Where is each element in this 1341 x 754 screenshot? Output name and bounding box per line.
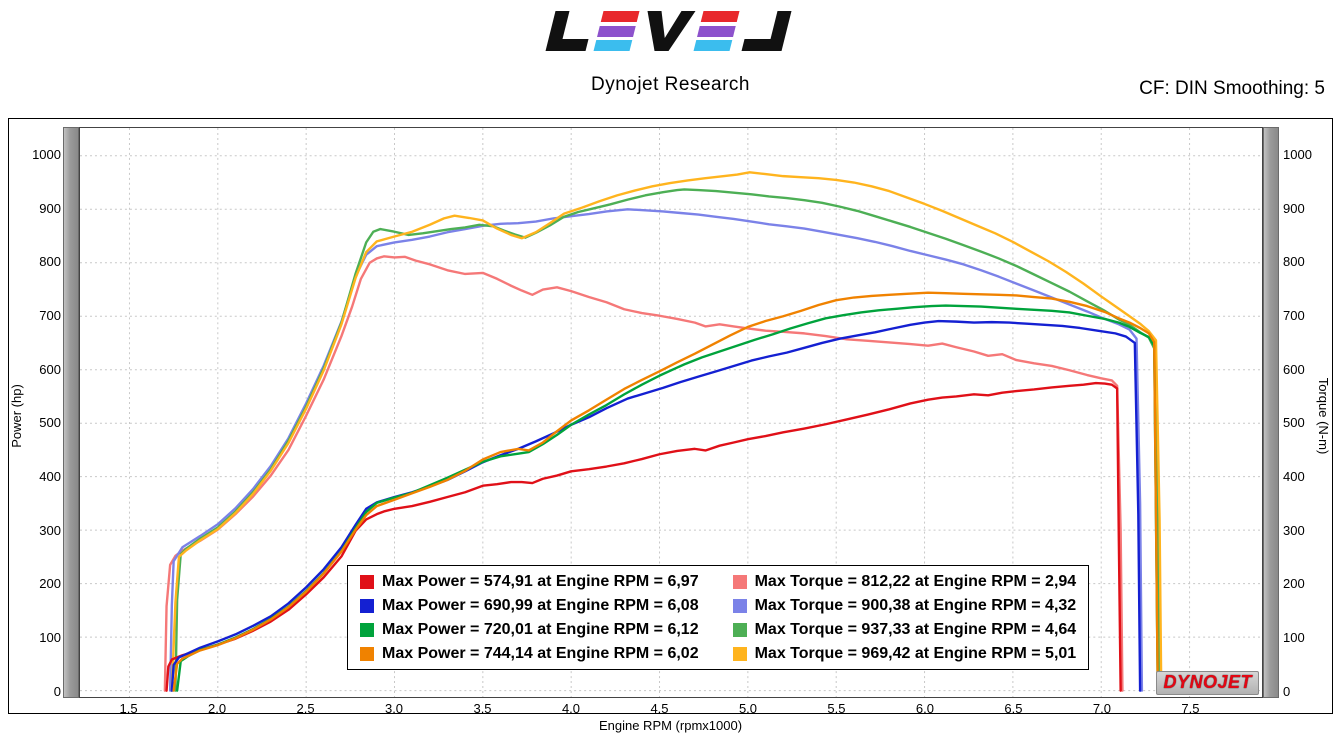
series-power-run2 bbox=[170, 319, 1142, 692]
legend-swatch bbox=[360, 598, 374, 613]
legend-swatch bbox=[732, 622, 747, 637]
x-axis-ticks: 1.5 2.0 2.5 3.0 3.5 4.0 4.5 5.0 5.5 6.0 6.5 7.0 7.5 bbox=[79, 701, 1263, 716]
y-tick-label: 400 bbox=[1283, 468, 1305, 484]
smoothing-label: CF: DIN Smoothing: 5 bbox=[1139, 78, 1325, 99]
series-torque-run4 bbox=[170, 171, 1163, 692]
legend-swatch bbox=[732, 574, 747, 589]
legend-swatch bbox=[732, 598, 747, 613]
x-tick-label: 5.0 bbox=[738, 701, 758, 716]
brand-subtitle: Dynojet Research bbox=[590, 74, 751, 95]
x-tick-label: 6.0 bbox=[915, 701, 934, 716]
y-tick-label: 700 bbox=[39, 307, 61, 323]
legend-item: Max Power = 690,99 at Engine RPM = 6,08 bbox=[360, 595, 699, 616]
legend-label: Max Torque = 900,38 at Engine RPM = 4,32 bbox=[754, 596, 1077, 614]
legend-swatch bbox=[360, 574, 374, 589]
legend-item: Max Torque = 969,42 at Engine RPM = 5,01 bbox=[732, 643, 1077, 664]
y-tick-label: 800 bbox=[1283, 254, 1305, 270]
legend-label: Max Power = 720,01 at Engine RPM = 6,12 bbox=[382, 620, 699, 638]
x-tick-label: 7.5 bbox=[1181, 701, 1200, 716]
legend-label: Max Power = 574,91 at Engine RPM = 6,97 bbox=[382, 572, 699, 590]
dyno-chart: Power (hp) Torque (N-m) 0 100 200 300 400 500… bbox=[8, 118, 1333, 716]
legend-item: Max Power = 574,91 at Engine RPM = 6,97 bbox=[360, 571, 699, 592]
y-tick-label: 500 bbox=[39, 415, 61, 431]
y-tick-label: 300 bbox=[39, 522, 61, 538]
y-tick-label: 500 bbox=[1283, 415, 1305, 431]
legend-swatch bbox=[360, 622, 374, 637]
header bbox=[0, 6, 1341, 67]
y-axis-ticks-left: 0 100 200 300 400 500 600 700 800 900 1000 bbox=[17, 127, 61, 699]
legend-label: Max Torque = 812,22 at Engine RPM = 2,94 bbox=[754, 572, 1077, 590]
y-tick-label: 1000 bbox=[32, 146, 61, 162]
left-scrollbar[interactable] bbox=[63, 127, 79, 698]
y-tick-label: 400 bbox=[39, 468, 61, 484]
series-torque-run1 bbox=[163, 255, 1124, 692]
x-tick-label: 3.0 bbox=[384, 701, 404, 716]
level-logo bbox=[545, 11, 792, 51]
y-tick-label: 600 bbox=[1283, 361, 1305, 377]
x-tick-label: 1.5 bbox=[119, 701, 138, 716]
legend-item: Max Torque = 937,33 at Engine RPM = 4,64 bbox=[732, 619, 1077, 640]
legend-item: Max Torque = 900,38 at Engine RPM = 4,32 bbox=[732, 595, 1077, 616]
x-tick-label: 5.5 bbox=[827, 701, 846, 716]
y-tick-label: 800 bbox=[39, 254, 61, 270]
dynojet-watermark: DYNOJET bbox=[1156, 671, 1259, 695]
series-power-run1 bbox=[165, 381, 1122, 692]
y-tick-label: 100 bbox=[39, 629, 61, 645]
series-power-run4 bbox=[172, 291, 1159, 692]
x-tick-label: 3.5 bbox=[473, 701, 492, 716]
y-tick-label: 600 bbox=[39, 361, 61, 377]
y-tick-label: 300 bbox=[1283, 522, 1305, 538]
x-tick-label: 4.5 bbox=[650, 701, 669, 716]
right-scrollbar[interactable] bbox=[1263, 127, 1279, 698]
legend-swatch bbox=[732, 646, 747, 661]
x-tick-label: 6.5 bbox=[1004, 701, 1023, 716]
y-tick-label: 900 bbox=[39, 200, 61, 216]
legend-label: Max Power = 744,14 at Engine RPM = 6,02 bbox=[382, 644, 699, 662]
y-tick-label: 200 bbox=[39, 576, 61, 592]
series-torque-run2 bbox=[168, 208, 1144, 692]
legend-item: Max Power = 720,01 at Engine RPM = 6,12 bbox=[360, 619, 699, 640]
y-tick-label: 200 bbox=[1283, 576, 1305, 592]
legend-swatch bbox=[360, 646, 374, 661]
y-tick-label: 700 bbox=[1283, 307, 1305, 323]
y-axis-ticks-right: 0 100 200 300 400 500 600 700 800 900 1000 bbox=[1283, 127, 1327, 699]
y-tick-label: 100 bbox=[1283, 629, 1305, 645]
legend-label: Max Torque = 937,33 at Engine RPM = 4,64 bbox=[754, 620, 1077, 638]
y-tick-label: 0 bbox=[1283, 683, 1291, 699]
plot-area: Max Power = 574,91 at Engine RPM = 6,97 M… bbox=[79, 127, 1263, 698]
y-axis-label-torque: Torque (N-m) bbox=[1316, 377, 1331, 455]
y-tick-label: 0 bbox=[53, 683, 61, 699]
legend-item: Max Torque = 812,22 at Engine RPM = 2,94 bbox=[732, 571, 1077, 592]
legend-label: Max Power = 690,99 at Engine RPM = 6,08 bbox=[382, 596, 699, 614]
y-tick-label: 1000 bbox=[1283, 146, 1312, 162]
x-tick-label: 2.5 bbox=[296, 701, 315, 716]
x-tick-label: 7.0 bbox=[1092, 701, 1111, 716]
x-axis-label: Engine RPM (rpmx1000) bbox=[598, 718, 743, 733]
x-tick-label: 2.0 bbox=[207, 701, 227, 716]
x-tick-label: 4.0 bbox=[561, 701, 581, 716]
legend-label: Max Torque = 969,42 at Engine RPM = 5,01 bbox=[754, 644, 1077, 662]
y-tick-label: 900 bbox=[1283, 200, 1305, 216]
legend: Max Power = 574,91 at Engine RPM = 6,97 M… bbox=[347, 565, 1090, 670]
legend-item: Max Power = 744,14 at Engine RPM = 6,02 bbox=[360, 643, 699, 664]
